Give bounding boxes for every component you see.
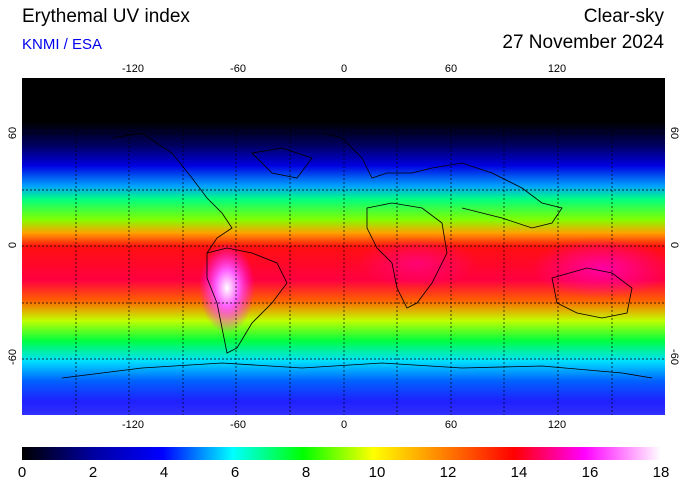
andes-uv-maximum — [199, 243, 255, 333]
lon-tick-bottom: 60 — [444, 419, 458, 431]
graticule — [22, 78, 665, 415]
lat-tick-right: -60 — [668, 349, 680, 365]
product-label: Clear-sky — [583, 6, 664, 27]
uv-colorbar — [22, 447, 661, 460]
lon-tick-bottom: -60 — [230, 419, 246, 431]
maritime-continent-uv-high — [532, 238, 665, 298]
lon-tick-bottom: 120 — [547, 419, 567, 431]
map-title: Erythemal UV index — [22, 6, 190, 27]
africa-uv-high — [357, 238, 477, 288]
credit-label: KNMI / ESA — [22, 36, 103, 53]
uv-index-map — [22, 78, 665, 415]
lon-tick-bottom: 0 — [340, 419, 348, 431]
lon-tick-top: 60 — [444, 63, 458, 75]
colorbar-label: 18 — [652, 464, 670, 481]
lat-tick-right: 0 — [668, 241, 680, 249]
colorbar-label: 10 — [368, 464, 386, 481]
lon-tick-top: -60 — [230, 63, 246, 75]
colorbar-label: 0 — [17, 464, 27, 481]
lon-tick-top: 0 — [340, 63, 348, 75]
colorbar-label: 6 — [230, 464, 240, 481]
colorbar-label: 16 — [581, 464, 599, 481]
colorbar-label: 2 — [88, 464, 98, 481]
colorbar-label: 12 — [439, 464, 457, 481]
lat-tick-right: 60 — [668, 126, 680, 140]
lon-tick-top: 120 — [547, 63, 567, 75]
colorbar-label: 8 — [301, 464, 311, 481]
colorbar-label: 4 — [159, 464, 169, 481]
lat-tick-left: 60 — [7, 126, 19, 140]
lon-tick-top: -120 — [121, 63, 145, 75]
date-label: 27 November 2024 — [502, 32, 664, 53]
lat-tick-left: -60 — [7, 349, 19, 365]
colorbar-label: 14 — [510, 464, 528, 481]
lat-tick-left: 0 — [7, 241, 19, 249]
lon-tick-bottom: -120 — [121, 419, 145, 431]
coastlines — [61, 132, 653, 379]
